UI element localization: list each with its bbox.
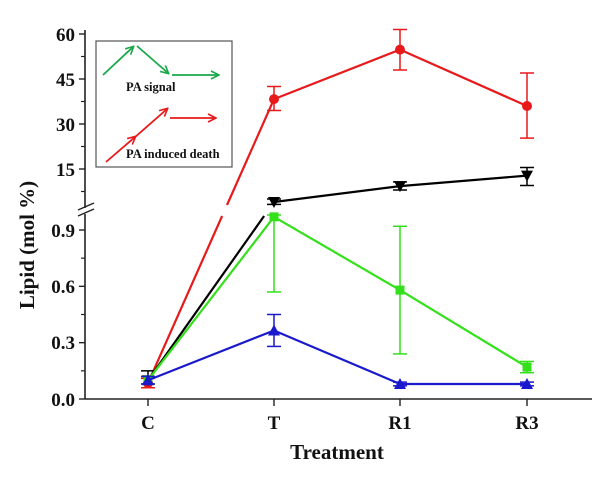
tick-labels: 60 45 30 15 0.9 0.6 0.3 0.0 C T R1 R3 <box>51 25 538 434</box>
series-blue-up-triangle <box>141 313 534 389</box>
data-point-triangle-down <box>268 197 280 208</box>
series-line-segment <box>399 48 528 108</box>
y-tick-label-0.6: 0.6 <box>51 277 75 298</box>
series-line-segment <box>273 48 401 101</box>
legend-label-pa-signal: PA signal <box>126 80 176 94</box>
axes <box>77 30 592 406</box>
legend-item-pa-induced-death: PA induced death <box>105 109 220 163</box>
axis-break-mark <box>77 202 95 211</box>
series-layer <box>141 28 534 389</box>
series-line-segment <box>147 215 266 381</box>
x-axis-title: Treatment <box>290 440 384 464</box>
series-line-segment <box>226 98 276 206</box>
legend-label-pa-induced-death: PA induced death <box>126 147 220 161</box>
data-point-square <box>269 212 279 222</box>
axis-break-mark <box>77 208 95 217</box>
legend: PA signal PA induced death <box>95 40 233 168</box>
data-point-circle <box>269 94 279 105</box>
series-black-down-triangle <box>141 166 534 387</box>
x-tick-label-r1: R1 <box>388 413 411 434</box>
series-line-segment <box>273 329 401 385</box>
data-point-triangle-up <box>268 324 280 336</box>
y-tick-label-0.3: 0.3 <box>51 333 75 354</box>
red-arrow-path-icon <box>105 109 215 163</box>
series-line-segment <box>399 289 528 369</box>
y-tick-label-30: 30 <box>56 115 75 136</box>
x-tick-label-c: C <box>141 413 155 434</box>
y-tick-label-45: 45 <box>56 70 75 91</box>
y-tick-label-60: 60 <box>56 25 75 46</box>
y-tick-label-0.9: 0.9 <box>51 221 75 242</box>
series-line-segment <box>147 329 275 382</box>
green-arrow-path-icon <box>102 46 218 75</box>
data-point-triangle-up <box>521 377 533 389</box>
data-point-triangle-up <box>142 374 154 386</box>
legend-box <box>95 40 233 168</box>
data-point-circle <box>395 44 405 55</box>
series-line-segment <box>273 215 401 292</box>
data-point-square <box>522 362 532 372</box>
y-tick-label-0.0: 0.0 <box>51 390 75 411</box>
data-point-square <box>395 285 405 295</box>
data-point-triangle-down <box>394 181 406 193</box>
data-point-triangle-down <box>521 170 533 182</box>
series-line-segment <box>147 216 275 381</box>
data-point-circle <box>522 101 532 111</box>
series-line-segment <box>273 185 401 204</box>
series-line-segment <box>399 174 528 188</box>
x-tick-label-t: T <box>268 413 281 434</box>
x-tick-label-r3: R3 <box>515 413 538 434</box>
series-line-segment <box>146 215 224 384</box>
legend-item-pa-signal: PA signal <box>102 46 218 94</box>
data-point-triangle-up <box>394 377 406 389</box>
y-tick-label-15: 15 <box>56 160 75 181</box>
y-axis-title: Lipid (mol %) <box>15 181 39 309</box>
